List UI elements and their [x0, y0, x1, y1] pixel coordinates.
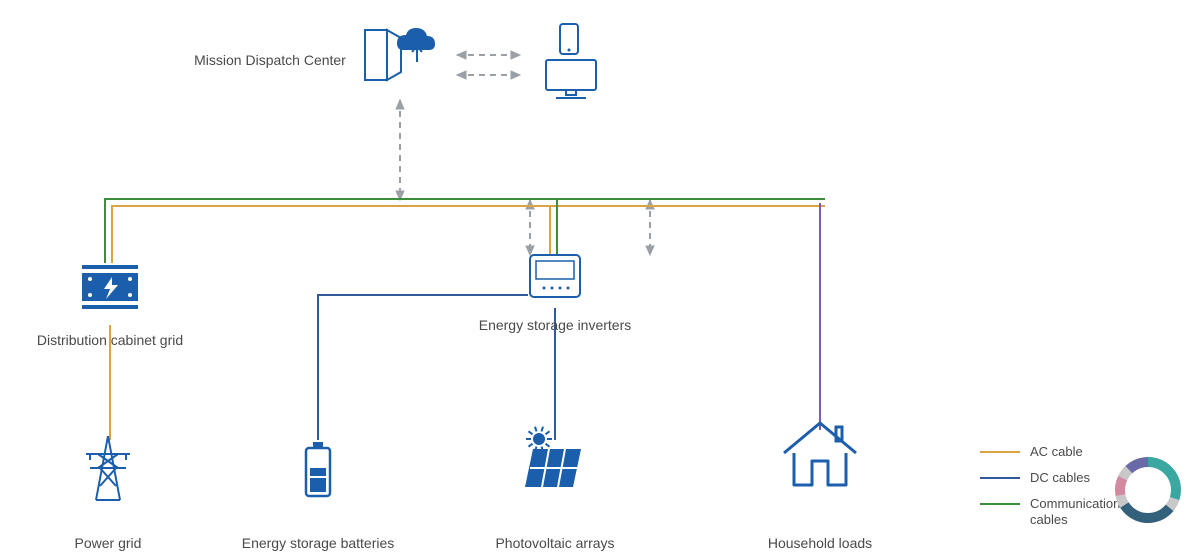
battery-icon [306, 442, 330, 496]
legend-0: AC cable [1030, 444, 1083, 459]
dist-label: Distribution cabinet grid [37, 332, 183, 348]
labels-layer: Mission Dispatch Center Distribution cabi… [37, 52, 872, 551]
pv-array-icon [525, 427, 581, 487]
house-label: Household loads [768, 535, 872, 551]
batteries-label: Energy storage batteries [242, 535, 395, 551]
icons-layer [82, 24, 856, 500]
power-grid-icon [86, 436, 130, 500]
legend-2: Communication [1030, 496, 1120, 511]
edges-layer [105, 55, 825, 440]
grid-label: Power grid [75, 535, 142, 551]
client-devices-icon [546, 24, 596, 98]
legend: AC cable DC cables Communicationcables [980, 444, 1120, 527]
energy-system-diagram: Mission Dispatch Center Distribution cabi… [0, 0, 1200, 560]
inverter-label: Energy storage inverters [479, 317, 632, 333]
dispatch-center-icon [365, 28, 435, 80]
svg-text:cables: cables [1030, 512, 1068, 527]
pv-label: Photovoltaic arrays [495, 535, 614, 551]
edge-ac [112, 206, 825, 263]
house-icon [784, 423, 856, 485]
inverter-icon [530, 255, 580, 297]
decorative-donut-icon [1108, 450, 1187, 529]
dispatch-label: Mission Dispatch Center [194, 52, 346, 68]
distribution-cabinet-icon [82, 265, 138, 309]
edge-comm [105, 199, 825, 263]
legend-1: DC cables [1030, 470, 1090, 485]
